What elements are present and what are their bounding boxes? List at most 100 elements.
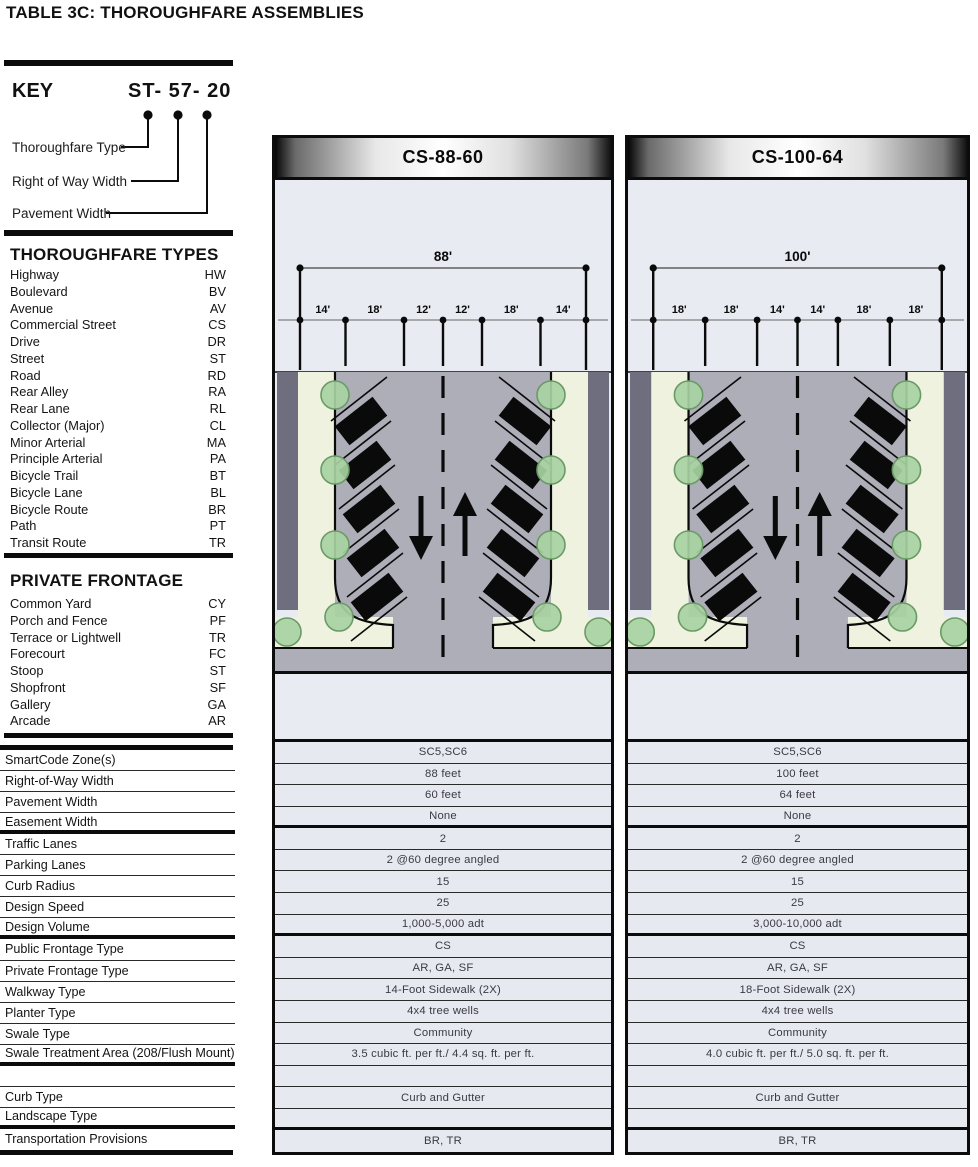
item-name: Rear Alley bbox=[10, 384, 69, 400]
tree-icon bbox=[536, 455, 566, 485]
street-plan-diagram: 88' 14' 18' 12' 12' 18' 14' bbox=[275, 249, 611, 671]
svg-text:12': 12' bbox=[455, 304, 470, 316]
item-name: Street bbox=[10, 350, 45, 366]
item-abbr: PT bbox=[209, 518, 226, 534]
svg-text:18': 18' bbox=[504, 304, 519, 316]
parking-stall bbox=[853, 396, 907, 446]
item-name: Path bbox=[10, 518, 37, 534]
item-name: Terrace or Lightwell bbox=[10, 629, 121, 645]
svg-text:14': 14' bbox=[556, 304, 571, 316]
attribute-row-label: Private Frontage Type bbox=[0, 961, 235, 982]
parking-stall bbox=[704, 572, 758, 622]
list-item: Forecourt FC bbox=[10, 646, 226, 663]
svg-text:14': 14' bbox=[810, 304, 825, 316]
list-item: Bicycle Trail BT bbox=[10, 468, 226, 485]
attribute-row-label: Right-of-Way Width bbox=[0, 771, 235, 793]
assembly-panel-cs-100-64: CS-100-64 100' 18' 18' 14' 14' 18' 18' SC5,SC6… bbox=[625, 135, 970, 1155]
key-callout-right-of-way: Right of Way Width bbox=[12, 174, 128, 189]
value-cell: 88 feet bbox=[275, 764, 611, 786]
item-name: Collector (Major) bbox=[10, 417, 105, 433]
item-abbr: RD bbox=[207, 367, 226, 383]
value-cell: SC5,SC6 bbox=[275, 742, 611, 764]
value-cell: None bbox=[275, 807, 611, 829]
parking-stall bbox=[696, 484, 750, 534]
list-item: Road RD bbox=[10, 368, 226, 385]
item-abbr: CS bbox=[208, 317, 226, 333]
attribute-row-label: Swale Treatment Area (208/Flush Mount) bbox=[0, 1045, 235, 1066]
blank-band bbox=[275, 671, 611, 742]
tree-icon bbox=[324, 602, 354, 632]
tree-icon bbox=[887, 602, 918, 632]
value-cell: 15 bbox=[628, 871, 967, 894]
item-abbr: HW bbox=[204, 267, 226, 282]
attribute-row-label: Parking Lanes bbox=[0, 855, 235, 877]
value-cell: 100 feet bbox=[628, 764, 967, 786]
parking-stall bbox=[498, 396, 552, 446]
list-item: Common Yard CY bbox=[10, 596, 226, 613]
item-name: Road bbox=[10, 367, 41, 383]
attribute-row-label: Swale Type bbox=[0, 1024, 235, 1045]
svg-text:88': 88' bbox=[434, 249, 452, 264]
tree-icon bbox=[673, 380, 704, 410]
up-arrow-icon bbox=[807, 492, 832, 556]
list-item: Drive DR bbox=[10, 334, 226, 351]
value-cell: 3,000-10,000 adt bbox=[628, 915, 967, 937]
attribute-row-label: Landscape Type bbox=[0, 1108, 235, 1129]
value-cell: BR, TR bbox=[423, 1135, 463, 1148]
item-name: Common Yard bbox=[10, 596, 92, 611]
value-cell: 14-Foot Sidewalk (2X) bbox=[275, 979, 611, 1001]
parking-stall bbox=[700, 528, 754, 578]
tree-icon bbox=[532, 602, 562, 632]
value-cell: None bbox=[628, 807, 967, 829]
parking-stall bbox=[692, 440, 746, 490]
tree-icon bbox=[320, 380, 350, 410]
item-name: Rear Lane bbox=[10, 401, 70, 416]
item-name: Arcade bbox=[10, 713, 51, 729]
attribute-row-label: Transportation Provisions bbox=[5, 1132, 148, 1147]
item-name: Avenue bbox=[10, 300, 54, 316]
item-name: Boulevard bbox=[10, 283, 68, 299]
attribute-row-label: Pavement Width bbox=[0, 792, 235, 814]
divider-bar bbox=[4, 230, 233, 236]
parking-stall bbox=[346, 528, 400, 578]
key-example-code: ST- 57- 20 bbox=[128, 80, 232, 102]
item-abbr: BR bbox=[208, 501, 226, 517]
key-callout-lines bbox=[106, 110, 212, 214]
assembly-value-table: SC5,SC6 100 feet 64 feet None 2 2 @60 de… bbox=[628, 742, 967, 1152]
svg-text:18': 18' bbox=[672, 304, 687, 316]
svg-text:12': 12' bbox=[416, 304, 431, 316]
down-arrow-icon bbox=[763, 496, 788, 560]
item-name: Gallery bbox=[10, 696, 51, 712]
value-cell bbox=[275, 1109, 611, 1131]
value-cell: 2 @60 degree angled bbox=[628, 850, 967, 872]
value-cell: Curb and Gutter bbox=[628, 1087, 967, 1109]
attribute-row-label: Design Speed bbox=[0, 897, 235, 919]
item-abbr: GA bbox=[207, 696, 227, 712]
tree-icon bbox=[939, 617, 967, 647]
list-item: Gallery GA bbox=[10, 697, 226, 714]
item-abbr: CL bbox=[209, 417, 226, 433]
value-cell: 25 bbox=[275, 893, 611, 915]
street-plan-diagram: 100' 18' 18' 14' 14' 18' 18' bbox=[628, 249, 967, 671]
building-block bbox=[943, 372, 965, 610]
attribute-row-label: Traffic Lanes bbox=[0, 834, 235, 856]
value-cell bbox=[275, 1066, 611, 1088]
item-abbr: TR bbox=[208, 535, 226, 550]
building-block bbox=[588, 372, 609, 610]
value-cell: SC5,SC6 bbox=[628, 742, 967, 764]
assembly-diagram: 88' 14' 18' 12' 12' 18' 14' bbox=[275, 180, 611, 671]
assembly-diagram: 100' 18' 18' 14' 14' 18' 18' bbox=[628, 180, 967, 671]
value-cell: 1,000-5,000 adt bbox=[275, 915, 611, 937]
tree-icon bbox=[275, 617, 302, 647]
assembly-panel-cs-88-60: CS-88-60 88' 14' 18' 12' 12' 18' 14' SC5,SC6 8… bbox=[272, 135, 614, 1155]
value-cell: Community bbox=[275, 1023, 611, 1045]
list-item: Highway HW bbox=[10, 267, 226, 284]
value-cell: 18-Foot Sidewalk (2X) bbox=[628, 979, 967, 1001]
list-item: Shopfront SF bbox=[10, 680, 226, 697]
list-item: Street ST bbox=[10, 351, 226, 368]
down-arrow-icon bbox=[409, 496, 433, 560]
list-item: Terrace or Lightwell TR bbox=[10, 630, 226, 647]
thoroughfare-types-list: Highway HW Boulevard BV Avenue AV Commer… bbox=[10, 267, 226, 552]
list-item: Transit Route TR bbox=[10, 535, 226, 552]
tree-icon bbox=[891, 380, 922, 410]
